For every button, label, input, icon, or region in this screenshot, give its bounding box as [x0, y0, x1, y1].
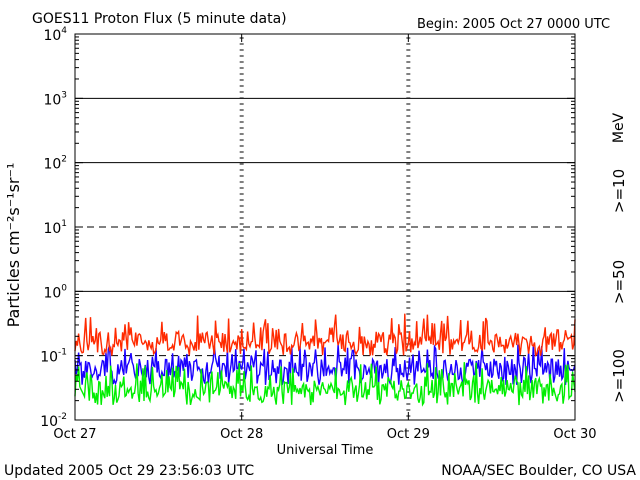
footer-source: NOAA/SEC Boulder, CO USA — [441, 463, 636, 479]
reference-lines — [75, 97, 575, 357]
legend: MeV >=10 >=50 >=100 — [610, 112, 628, 402]
y-tick-label: 104 — [43, 26, 67, 44]
y-axis-label: Particles cm⁻²s⁻¹sr⁻¹ — [4, 163, 23, 328]
y-axis-ticks: 10-2 10-1 100 101 102 103 104 — [40, 26, 575, 430]
x-tick-label: Oct 29 — [387, 427, 430, 442]
y-tick-label: 103 — [43, 90, 67, 108]
y-tick-label: 100 — [43, 283, 67, 301]
series-layer — [74, 313, 576, 407]
x-axis-ticks: Oct 27 Oct 28 Oct 29 Oct 30 — [53, 34, 597, 442]
y-tick-label: 10-1 — [40, 348, 67, 366]
x-axis-label: Universal Time — [277, 443, 374, 458]
x-tick-label: Oct 27 — [53, 427, 96, 442]
series-line-0 — [74, 313, 576, 357]
legend-series-1: >=50 — [610, 260, 628, 304]
legend-unit: MeV — [611, 112, 627, 143]
x-tick-label: Oct 28 — [220, 427, 263, 442]
x-tick-label: Oct 30 — [553, 427, 596, 442]
y-tick-label: 101 — [43, 219, 67, 237]
footer-updated: Updated 2005 Oct 29 23:56:03 UTC — [4, 463, 254, 479]
y-tick-label: 10-2 — [40, 412, 67, 430]
legend-series-2: >=100 — [610, 349, 628, 403]
y-tick-label: 102 — [43, 155, 67, 173]
series-line-1 — [74, 343, 576, 386]
legend-series-0: >=10 — [610, 169, 628, 213]
chart-title: GOES11 Proton Flux (5 minute data) — [32, 11, 287, 27]
begin-label: Begin: 2005 Oct 27 0000 UTC — [417, 17, 610, 32]
series-line-2 — [74, 362, 576, 407]
